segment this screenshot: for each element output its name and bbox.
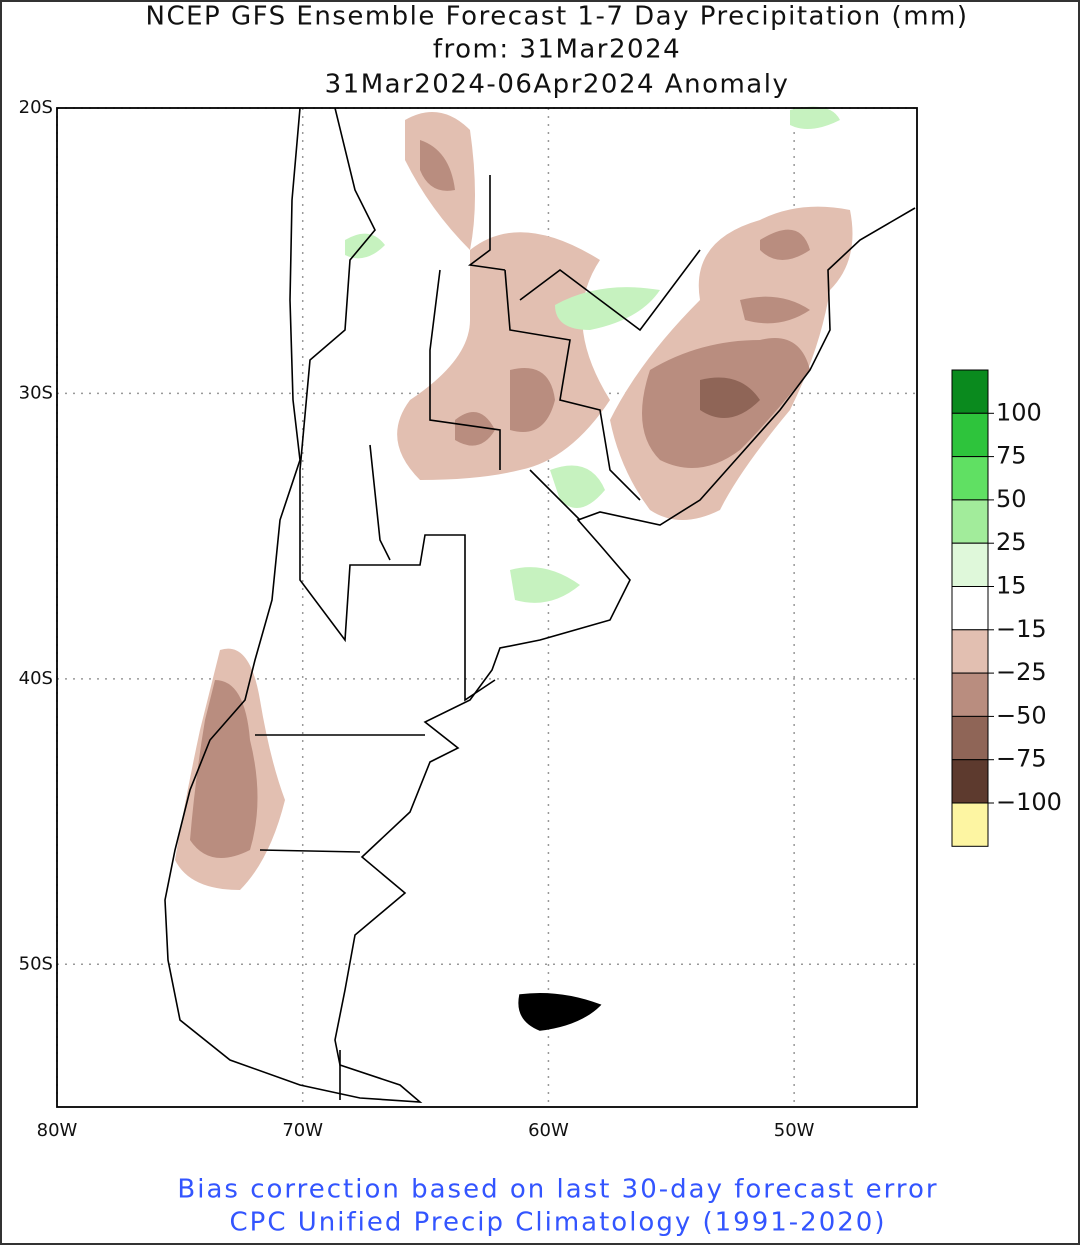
colorbar-label: 15 (996, 572, 1027, 600)
colorbar-box (951, 456, 989, 501)
colorbar-box (951, 586, 989, 631)
colorbar-label: 50 (996, 485, 1027, 513)
lat-tick-label: 20S (19, 97, 53, 118)
colorbar-label: 25 (996, 528, 1027, 556)
colorbar-box (951, 542, 989, 588)
colorbar-box (951, 759, 989, 804)
period: 31Mar2024-06Apr2024 Anomaly (325, 70, 790, 100)
colorbar-label: 75 (996, 442, 1027, 470)
footer-line: CPC Unified Precip Climatology (1991-202… (229, 1208, 886, 1238)
lat-tick-label: 50S (19, 953, 53, 974)
footer-line: Bias correction based on last 30-day for… (177, 1175, 938, 1205)
colorbar-box (951, 499, 989, 544)
colorbar-box (951, 412, 989, 458)
colorbar-box (951, 802, 989, 847)
colorbar-label: −50 (996, 701, 1047, 729)
colorbar-label: −100 (996, 788, 1062, 816)
title: NCEP GFS Ensemble Forecast 1-7 Day Preci… (146, 2, 969, 32)
lon-tick-label: 70W (282, 1120, 323, 1141)
colorbar-box (951, 715, 989, 761)
colorbar-box (951, 629, 989, 674)
colorbar-label: −15 (996, 615, 1047, 643)
lat-tick-label: 30S (19, 382, 53, 403)
lon-tick-label: 60W (528, 1120, 569, 1141)
colorbar: 100 75 50 25 15 −15 −25 −50 −75 −100 (951, 369, 1062, 847)
colorbar-box (951, 672, 989, 717)
coastline (164, 107, 916, 1103)
colorbar-label: 100 (996, 398, 1042, 426)
subtitle: from: 31Mar2024 (433, 35, 681, 65)
colorbar-box (951, 369, 989, 414)
anomaly-patches (175, 106, 853, 890)
colorbar-label: −25 (996, 658, 1047, 686)
colorbar-label: −75 (996, 745, 1047, 773)
map-frame (56, 107, 918, 1108)
lon-tick-label: 50W (774, 1120, 815, 1141)
lat-tick-label: 40S (19, 668, 53, 689)
lon-tick-label: 80W (37, 1120, 78, 1141)
